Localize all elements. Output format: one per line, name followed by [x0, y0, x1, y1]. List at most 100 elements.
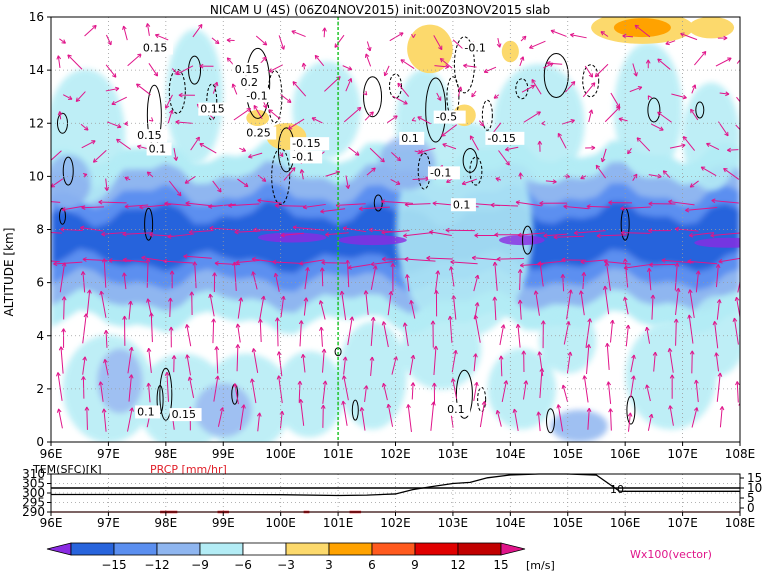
- wind-arrowhead: [198, 23, 203, 29]
- wind-arrowhead: [662, 170, 668, 175]
- colorbar-left-arrow: [46, 542, 72, 556]
- wind-arrowhead: [432, 382, 437, 387]
- wind-arrow: [736, 59, 740, 64]
- wind-arrowhead: [512, 408, 518, 414]
- wind-arrow: [167, 109, 173, 124]
- wind-arrowhead: [183, 254, 188, 259]
- wind-arrow: [585, 318, 591, 348]
- wind-arrowhead: [673, 318, 679, 323]
- wind-arrowhead: [397, 82, 402, 88]
- wind-arrowhead: [84, 126, 89, 131]
- wind-arrow: [212, 82, 218, 94]
- wind-arrowhead: [122, 315, 127, 320]
- wind-arrowhead: [701, 50, 707, 56]
- wind-arrow: [86, 406, 88, 430]
- wind-arrow: [123, 272, 127, 290]
- wind-arrowhead: [669, 374, 675, 379]
- wind-arrow: [208, 203, 237, 208]
- wind-arrowhead: [546, 60, 551, 66]
- wind-arrow: [669, 405, 674, 426]
- wind-arrow: [60, 346, 64, 374]
- wind-arrow: [275, 205, 306, 207]
- colorbar-unit: [m/s]: [526, 559, 555, 572]
- wind-arrow: [167, 233, 195, 238]
- contour-label: 0.15: [143, 42, 168, 55]
- wind-patch-positive: [688, 17, 735, 39]
- colorbar-segment: [199, 542, 244, 556]
- wind-arrow: [59, 38, 66, 44]
- wind-arrowhead: [596, 233, 601, 239]
- wind-arrow: [173, 148, 177, 161]
- wind-arrowhead: [114, 86, 120, 92]
- wind-arrowhead: [369, 111, 374, 116]
- wind-arrowhead: [185, 324, 190, 329]
- contour-label-bg: [169, 408, 202, 422]
- wind-arrow: [257, 412, 261, 432]
- wind-arrow: [252, 348, 259, 373]
- wind-arrowhead: [682, 94, 687, 100]
- wind-arrowhead: [362, 90, 368, 96]
- wind-arrow: [365, 290, 369, 315]
- wind-arrow: [127, 53, 142, 67]
- wind-arrow: [209, 227, 240, 231]
- wind-arrowhead: [98, 381, 104, 386]
- wind-arrowhead: [586, 344, 591, 349]
- wind-arrowhead: [609, 319, 615, 324]
- wind-arrow: [484, 66, 497, 73]
- wind-arrow: [320, 208, 346, 213]
- wind-arrow: [370, 265, 377, 290]
- wind-arrow: [657, 58, 671, 70]
- wind-arrowhead: [700, 166, 706, 171]
- wind-arrow: [322, 380, 326, 404]
- wind-arrow: [67, 54, 83, 70]
- wind-arrowhead: [370, 261, 375, 267]
- wind-arrowhead: [417, 116, 422, 121]
- wind-arrow: [298, 381, 301, 402]
- wind-arrow: [515, 201, 543, 207]
- wind-patch: [275, 350, 344, 438]
- wind-arrow: [706, 142, 720, 151]
- wind-arrow: [311, 117, 323, 124]
- wind-arrowhead: [61, 328, 66, 333]
- wind-arrow: [268, 64, 283, 73]
- wind-arrow: [304, 267, 309, 290]
- wind-arrowhead: [303, 297, 309, 302]
- wind-arrow: [299, 259, 325, 265]
- main-panel: 96E 97E 98E 99E 100E 101E 102E 103E 104E 105E 106E…: [2, 10, 755, 461]
- wind-arrowhead: [539, 200, 544, 206]
- wind-arrowhead: [214, 346, 220, 351]
- wind-arrow: [303, 297, 307, 316]
- wind-arrowhead: [631, 375, 636, 380]
- wind-arrow: [103, 258, 107, 288]
- wind-arrow: [105, 330, 108, 348]
- wind-arrow: [685, 207, 718, 211]
- wind-arrow: [314, 55, 325, 67]
- wind-arrowhead: [117, 123, 122, 129]
- colorbar-segment: [285, 542, 330, 556]
- wind-arrow: [211, 37, 220, 45]
- wind-arrow: [382, 321, 389, 348]
- wind-arrowhead: [214, 261, 219, 266]
- wind-arrow: [127, 407, 133, 432]
- wind-arrow: [255, 35, 268, 46]
- wind-arrow: [280, 94, 292, 103]
- wind-arrow: [674, 262, 678, 291]
- wind-arrow: [588, 109, 593, 123]
- chart-title: NICAM U (4S) (06Z04NOV2015) init:00Z03NO…: [210, 3, 550, 17]
- wind-arrowhead: [103, 359, 108, 364]
- wind-arrowhead: [605, 342, 610, 348]
- wind-patch: [487, 348, 557, 430]
- wind-arrowhead: [211, 318, 216, 323]
- wind-arrow: [537, 260, 566, 265]
- wind-arrowhead: [474, 302, 480, 307]
- wind-arrow: [586, 344, 590, 375]
- wind-arrowhead: [561, 257, 566, 263]
- x-tick-label: 98E: [154, 447, 177, 461]
- wind-arrowhead: [536, 111, 541, 116]
- wind-arrowhead: [469, 135, 475, 140]
- y-tick-label: 16: [29, 10, 44, 24]
- wind-arrowhead: [322, 380, 328, 385]
- wind-arrowhead: [541, 120, 546, 126]
- wind-arrowhead: [231, 83, 237, 88]
- wind-arrowhead: [250, 378, 255, 383]
